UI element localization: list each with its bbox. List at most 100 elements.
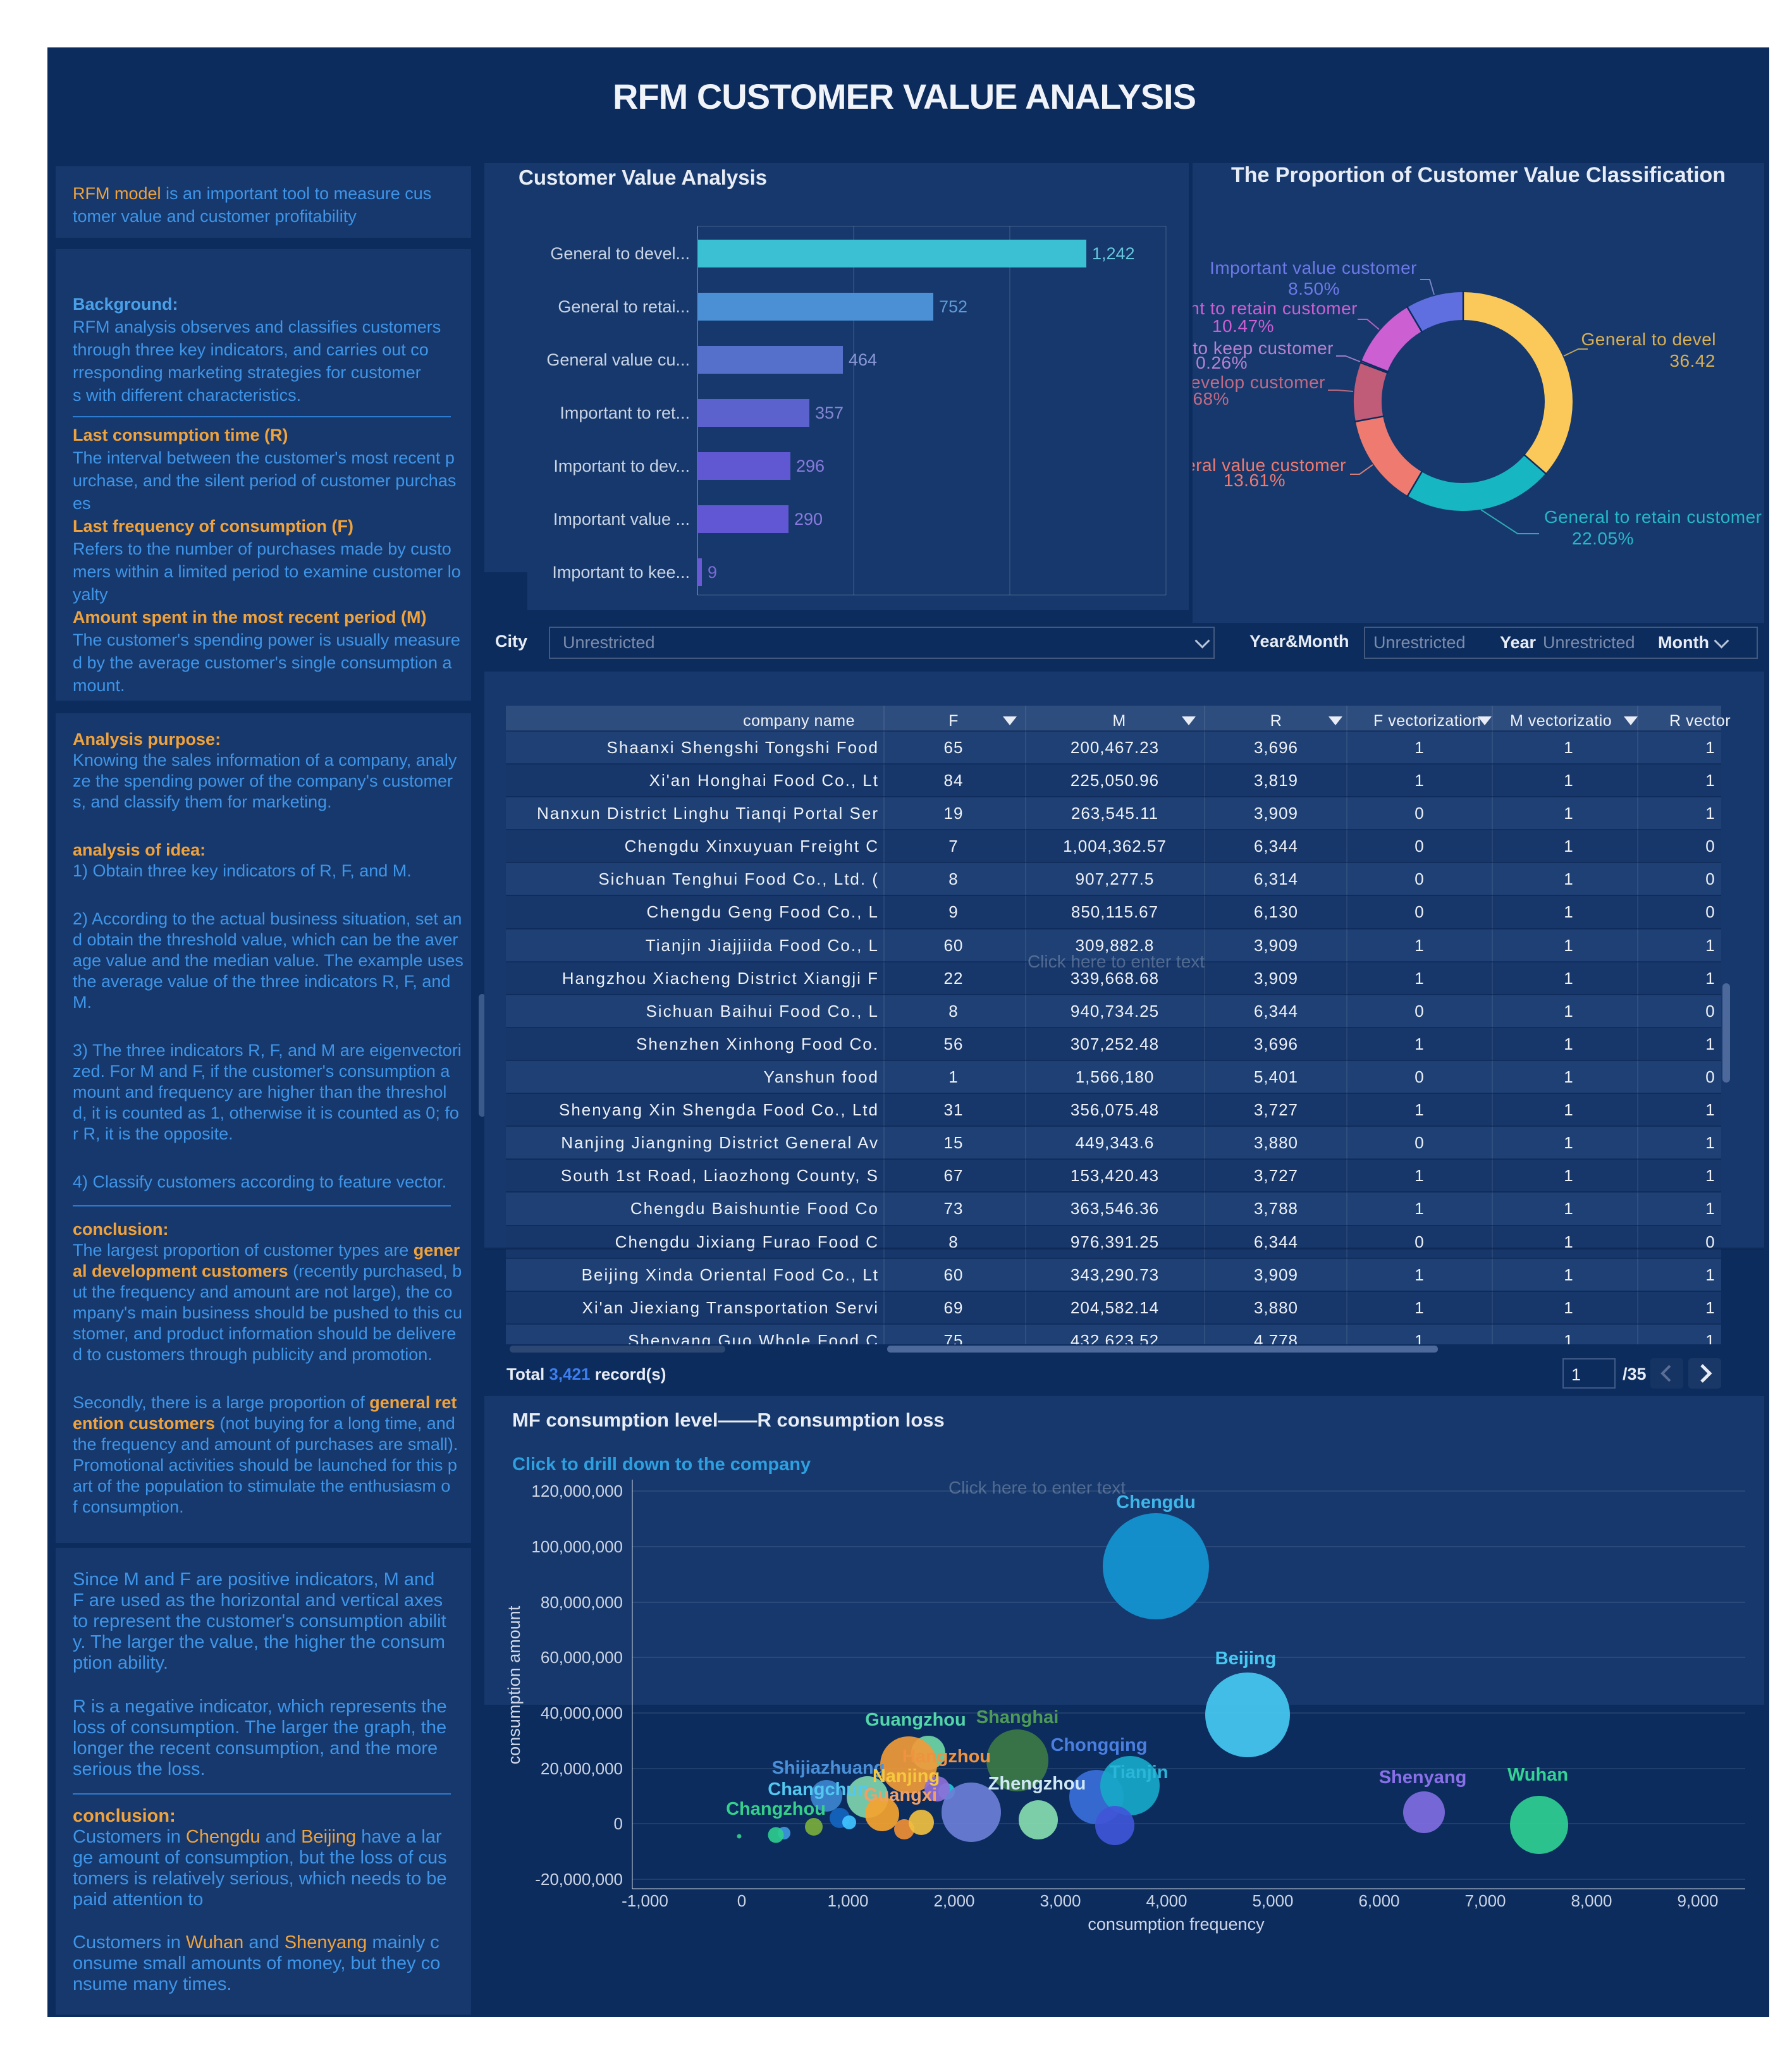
svg-text:0: 0: [737, 1891, 746, 1910]
svg-text:1: 1: [1564, 804, 1573, 823]
svg-text:Shijiazhuang: Shijiazhuang: [772, 1758, 885, 1778]
svg-text:R: R: [1270, 712, 1282, 730]
svg-text:1: 1: [1564, 936, 1573, 955]
svg-text:56: 56: [944, 1034, 964, 1053]
svg-text:0: 0: [1705, 869, 1715, 888]
svg-text:204,582.14: 204,582.14: [1071, 1298, 1159, 1317]
svg-text:1: 1: [1415, 1265, 1424, 1284]
svg-text:8: 8: [948, 869, 958, 888]
svg-text:Chengdu Geng Food Co., L: Chengdu Geng Food Co., L: [647, 902, 879, 921]
svg-text:100,000,000: 100,000,000: [531, 1537, 623, 1556]
svg-text:5,000: 5,000: [1252, 1891, 1293, 1910]
svg-text:73: 73: [944, 1199, 964, 1218]
svg-text:Beijing Xinda Oriental Food Co: Beijing Xinda Oriental Food Co., Lt: [582, 1265, 879, 1284]
svg-text:0: 0: [1415, 1133, 1424, 1152]
svg-text:0: 0: [1415, 804, 1424, 823]
svg-text:449,343.6: 449,343.6: [1076, 1133, 1155, 1152]
svg-text:Sichuan Baihui Food Co., L: Sichuan Baihui Food Co., L: [646, 1002, 879, 1021]
svg-text:3,909: 3,909: [1254, 936, 1298, 955]
svg-text:8: 8: [948, 1002, 958, 1021]
svg-text:6,344: 6,344: [1254, 1002, 1298, 1021]
svg-text:1: 1: [1415, 969, 1424, 988]
svg-text:Important to keep customer: Important to keep customer: [1193, 338, 1334, 358]
svg-text:1: 1: [1705, 1034, 1715, 1053]
svg-text:M vectorizatio: M vectorizatio: [1510, 712, 1612, 730]
svg-text:20,000,000: 20,000,000: [541, 1759, 623, 1778]
svg-text:1: 1: [1415, 771, 1424, 790]
svg-text:6,000: 6,000: [1358, 1891, 1399, 1910]
svg-text:9,000: 9,000: [1677, 1891, 1718, 1910]
svg-text:1: 1: [1564, 1100, 1573, 1119]
svg-text:Chengdu Baishuntie Food Co: Chengdu Baishuntie Food Co: [630, 1199, 879, 1218]
svg-text:8.68%: 8.68%: [1193, 389, 1229, 408]
svg-text:Important value customer: Important value customer: [1210, 258, 1417, 278]
svg-text:1: 1: [1564, 969, 1573, 988]
svg-text:22: 22: [944, 969, 964, 988]
svg-text:263,545.11: 263,545.11: [1071, 804, 1158, 823]
svg-text:65: 65: [944, 738, 964, 757]
svg-text:-20,000,000: -20,000,000: [535, 1870, 623, 1889]
svg-text:7: 7: [948, 837, 958, 856]
svg-text:80,000,000: 80,000,000: [541, 1593, 623, 1612]
svg-text:Xi'an Honghai Food Co., Lt: Xi'an Honghai Food Co., Lt: [649, 771, 879, 790]
svg-text:6,314: 6,314: [1254, 869, 1298, 888]
svg-text:8,000: 8,000: [1571, 1891, 1612, 1910]
svg-text:Important to retain customer: Important to retain customer: [1193, 298, 1358, 318]
svg-text:31: 31: [944, 1100, 964, 1119]
svg-text:343,290.73: 343,290.73: [1071, 1265, 1159, 1284]
svg-text:Important to dev...: Important to dev...: [553, 457, 690, 476]
svg-text:0: 0: [1415, 869, 1424, 888]
svg-text:0: 0: [1415, 1002, 1424, 1021]
svg-text:0: 0: [1705, 1002, 1715, 1021]
svg-text:3,909: 3,909: [1254, 804, 1298, 823]
svg-text:1: 1: [1705, 936, 1715, 955]
svg-text:1: 1: [1415, 1298, 1424, 1317]
svg-text:Hangzhou Xiacheng District Xia: Hangzhou Xiacheng District Xiangji F: [562, 969, 879, 988]
svg-text:307,252.48: 307,252.48: [1071, 1034, 1159, 1053]
svg-text:3,880: 3,880: [1254, 1298, 1298, 1317]
svg-text:15: 15: [944, 1133, 964, 1152]
svg-text:3,788: 3,788: [1254, 1199, 1298, 1218]
svg-text:Wuhan: Wuhan: [1507, 1765, 1568, 1785]
svg-text:6,344: 6,344: [1254, 837, 1298, 856]
svg-text:Nanxun District Linghu Tianqi: Nanxun District Linghu Tianqi Portal Ser: [537, 804, 879, 823]
svg-text:3,909: 3,909: [1254, 969, 1298, 988]
svg-text:296: 296: [796, 457, 825, 476]
svg-text:Beijing: Beijing: [1215, 1648, 1277, 1669]
svg-text:8.50%: 8.50%: [1288, 279, 1340, 298]
svg-text:R vector: R vector: [1669, 712, 1731, 730]
svg-text:1: 1: [1415, 1100, 1424, 1119]
svg-text:1: 1: [1564, 1199, 1573, 1218]
svg-text:Tianjin: Tianjin: [1110, 1762, 1169, 1783]
svg-text:0: 0: [1705, 1232, 1715, 1251]
svg-text:1,242: 1,242: [1092, 244, 1135, 263]
svg-text:3,727: 3,727: [1254, 1166, 1298, 1185]
svg-text:1: 1: [948, 1067, 958, 1086]
svg-text:1: 1: [1564, 902, 1573, 921]
svg-text:1: 1: [1705, 1166, 1715, 1185]
svg-text:153,420.43: 153,420.43: [1071, 1166, 1159, 1185]
svg-text:363,546.36: 363,546.36: [1071, 1199, 1159, 1218]
svg-text:3,696: 3,696: [1254, 738, 1298, 757]
svg-text:69: 69: [944, 1298, 964, 1317]
svg-text:0: 0: [1705, 1067, 1715, 1086]
svg-text:Guangzhou: Guangzhou: [865, 1710, 966, 1730]
svg-text:Chengdu: Chengdu: [1116, 1492, 1196, 1513]
svg-text:0.26%: 0.26%: [1196, 353, 1248, 372]
svg-text:6,130: 6,130: [1254, 902, 1298, 921]
svg-text:F vectorization: F vectorization: [1373, 712, 1481, 730]
svg-text:200,467.23: 200,467.23: [1071, 738, 1159, 757]
svg-text:consumption amount: consumption amount: [505, 1605, 524, 1764]
svg-text:0: 0: [1415, 1232, 1424, 1251]
svg-text:Chongqing: Chongqing: [1050, 1735, 1147, 1755]
svg-text:1: 1: [1705, 1100, 1715, 1119]
svg-text:2,000: 2,000: [933, 1891, 974, 1910]
svg-text:1: 1: [1415, 936, 1424, 955]
svg-text:4,000: 4,000: [1146, 1891, 1187, 1910]
svg-text:Shenyang: Shenyang: [1379, 1767, 1467, 1788]
svg-text:Click here to enter text: Click here to enter text: [948, 1478, 1126, 1497]
svg-text:1: 1: [1564, 1265, 1573, 1284]
svg-text:Guangxi: Guangxi: [864, 1785, 937, 1805]
svg-text:Hangzhou: Hangzhou: [902, 1746, 991, 1767]
svg-text:0: 0: [1415, 1067, 1424, 1086]
